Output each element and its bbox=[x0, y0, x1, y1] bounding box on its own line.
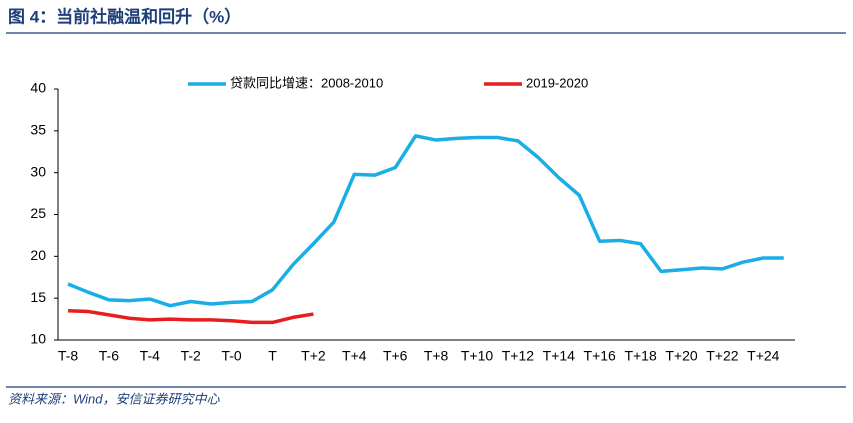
x-tick-label: T bbox=[268, 348, 277, 364]
series-line bbox=[67, 308, 314, 325]
y-tick-label: 10 bbox=[30, 331, 46, 347]
x-tick-label: T+24 bbox=[747, 348, 780, 364]
x-tick-label: T+12 bbox=[502, 348, 535, 364]
x-tick-label: T+10 bbox=[461, 348, 494, 364]
y-tick-label: 20 bbox=[30, 247, 46, 263]
x-tick-label: T-4 bbox=[140, 348, 160, 364]
x-tick-label: T+2 bbox=[301, 348, 326, 364]
x-tick-label: T+6 bbox=[383, 348, 408, 364]
x-tick-label: T-2 bbox=[181, 348, 201, 364]
x-tick-label: T+20 bbox=[665, 348, 698, 364]
x-tick-label: T+22 bbox=[706, 348, 739, 364]
x-tick-label: T+4 bbox=[342, 348, 367, 364]
source-note: 资料来源：Wind，安信证券研究中心 bbox=[8, 391, 221, 406]
chart-title: 图 4：当前社融温和回升（%） bbox=[8, 6, 241, 26]
x-tick-label: T-0 bbox=[221, 348, 241, 364]
x-tick-label: T-6 bbox=[99, 348, 119, 364]
y-tick-label: 25 bbox=[30, 205, 46, 221]
y-tick-label: 40 bbox=[30, 80, 46, 96]
legend-label: 2019-2020 bbox=[526, 75, 588, 90]
x-tick-label: T+18 bbox=[624, 348, 657, 364]
x-tick-label: T+14 bbox=[543, 348, 576, 364]
x-tick-label: T-8 bbox=[58, 348, 78, 364]
legend-label: 贷款同比增速：2008-2010 bbox=[230, 75, 383, 90]
x-tick-label: T+16 bbox=[584, 348, 617, 364]
y-tick-label: 30 bbox=[30, 163, 46, 179]
y-tick-label: 15 bbox=[30, 289, 46, 305]
series-line bbox=[67, 134, 784, 308]
x-tick-label: T+8 bbox=[424, 348, 449, 364]
y-tick-label: 35 bbox=[30, 122, 46, 138]
